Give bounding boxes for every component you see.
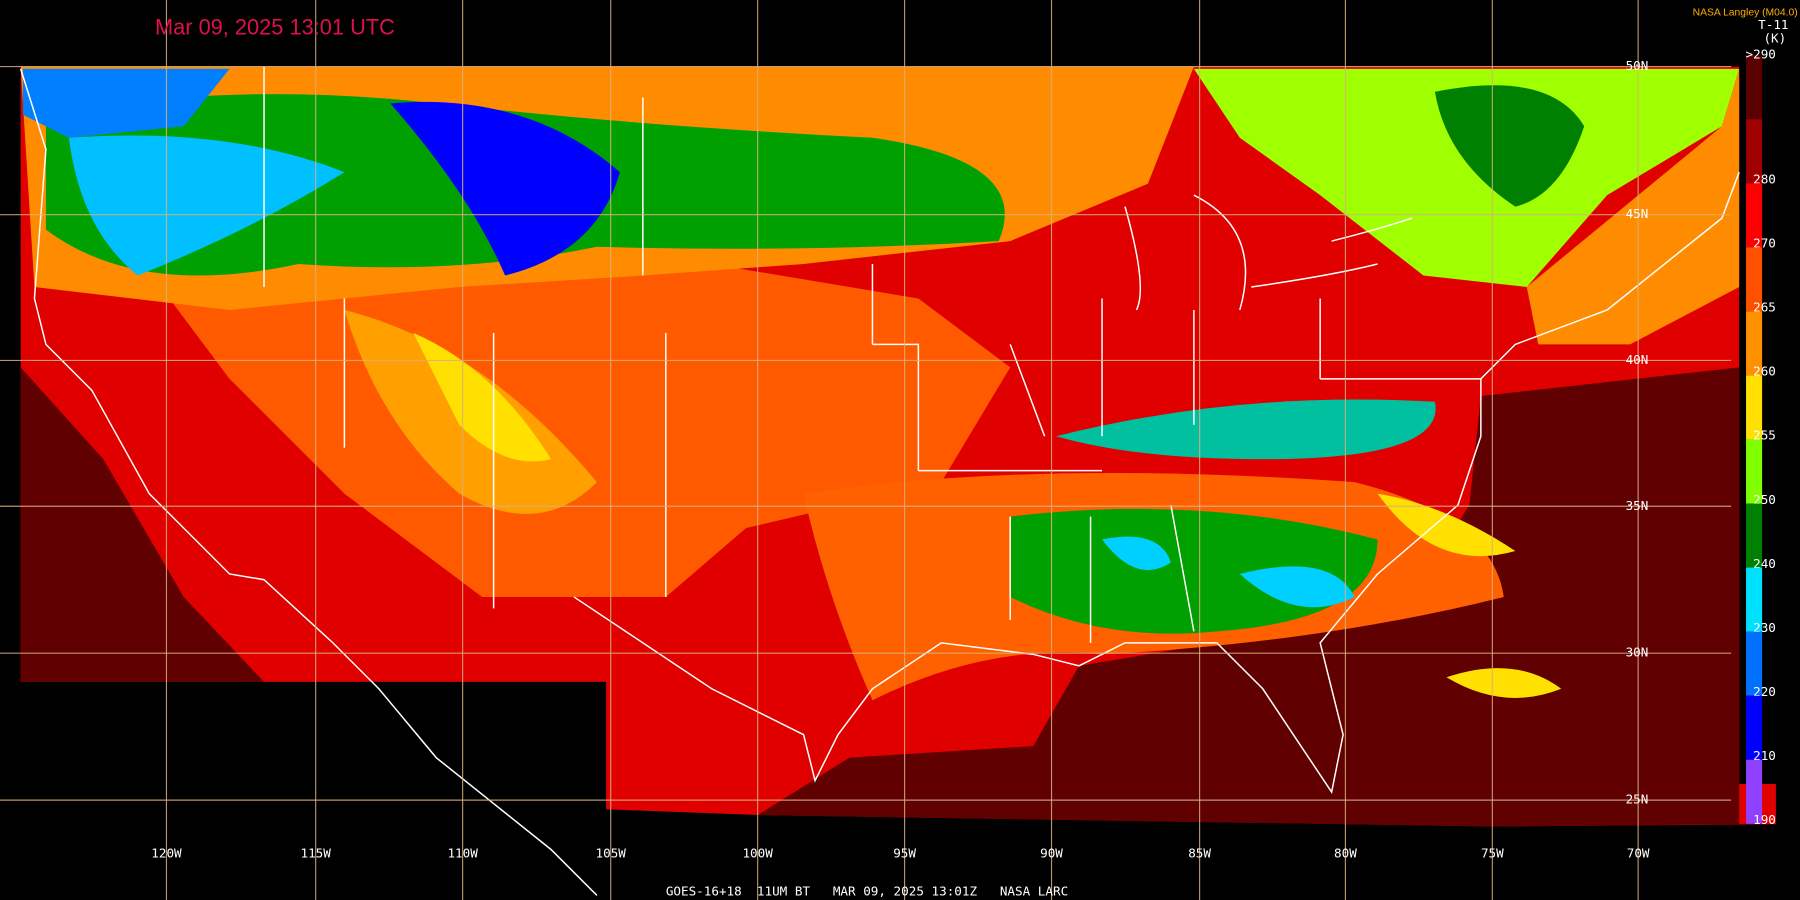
longitude-label: 110W [447, 846, 478, 861]
colorbar-label: 240 [1753, 556, 1776, 571]
credit: NASA Langley (M04.0) [1693, 7, 1798, 18]
colorbar-segment [1746, 247, 1763, 312]
longitude-label: 100W [742, 846, 773, 861]
units: (K) [1763, 31, 1786, 46]
longitude-label: 120W [151, 846, 182, 861]
product-name: T-11 [1758, 17, 1788, 32]
graticule: 120W 115W 110W 105W 100W 95W 90W 85W 80W 75W 70W 50… [0, 0, 1732, 900]
plains-blue [390, 101, 620, 276]
latitude-label: 40N [1626, 352, 1649, 367]
colorbar-segment [1746, 183, 1763, 248]
footer: GOES-16+18 11UM BT MAR 09, 2025 13:01Z N… [666, 883, 1068, 898]
colorbar-label: 260 [1753, 364, 1776, 379]
colorbar-label: 250 [1753, 492, 1776, 507]
latitude-label: 50N [1626, 58, 1649, 73]
colorbar-label: 210 [1753, 748, 1776, 763]
colorbar: >290 280 270 265 260 255 250 240 230 220 210 190 [1746, 47, 1776, 827]
coastlines [19, 66, 1740, 896]
latitude-label: 25N [1626, 792, 1649, 807]
east-gulf-coast [573, 171, 1740, 795]
colorbar-label: 280 [1753, 172, 1776, 187]
longitude-label: 90W [1040, 846, 1063, 861]
great-lakes [1124, 194, 1413, 311]
colorbar-label: 255 [1753, 428, 1776, 443]
longitude-label: 70W [1627, 846, 1650, 861]
south-green [1010, 508, 1378, 634]
west-coast [19, 68, 598, 896]
ocean-cold [757, 367, 1740, 827]
colorbar-segment [1746, 311, 1763, 376]
ne-orange [1526, 68, 1740, 345]
colorbar-label: 230 [1753, 620, 1776, 635]
latitude-label: 30N [1626, 645, 1649, 660]
longitude-label: 105W [596, 846, 627, 861]
colorbar-label: 265 [1753, 300, 1776, 315]
ohio-band [1056, 399, 1436, 460]
imagery [20, 66, 1776, 827]
longitude-label: 95W [893, 846, 916, 861]
latitude-label: 45N [1626, 206, 1649, 221]
south-cyan [1102, 536, 1355, 608]
longitude-label: 75W [1481, 846, 1504, 861]
colorbar-segment [1746, 439, 1763, 504]
nw-blue [22, 68, 230, 138]
latitude-label: 35N [1626, 498, 1649, 513]
atlantic-yellow [1377, 493, 1562, 698]
colorbar-segment [1746, 695, 1763, 760]
colorbar-segment [1746, 631, 1763, 696]
colorbar-segment [1746, 55, 1763, 120]
colorbar-label: >290 [1746, 47, 1776, 62]
longitude-label: 80W [1334, 846, 1357, 861]
rockies-yellow [413, 332, 552, 462]
colorbar-label: 220 [1753, 684, 1776, 699]
nw-cyan [68, 135, 345, 276]
colorbar-segment [1746, 759, 1763, 824]
colorbar-label: 270 [1753, 236, 1776, 251]
ne-green [1434, 85, 1585, 207]
colorbar-segment [1746, 375, 1763, 440]
colorbar-segment [1746, 119, 1763, 184]
timestamp-title: Mar 09, 2025 13:01 UTC [155, 14, 395, 39]
state-borders [263, 66, 1481, 643]
longitude-label: 115W [301, 846, 332, 861]
longitude-label: 85W [1188, 846, 1211, 861]
colorbar-segment [1746, 503, 1763, 568]
colorbar-label: 190 [1753, 812, 1776, 827]
ne-lime [1193, 68, 1740, 287]
colorbar-segment [1746, 567, 1763, 632]
pacific-cold [20, 367, 265, 682]
